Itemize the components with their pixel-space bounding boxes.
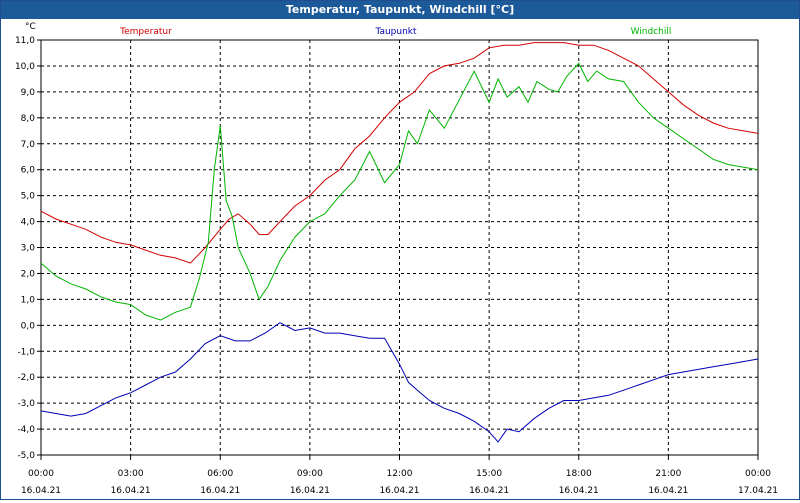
y-tick-label: -3,0 [17,399,35,409]
x-tick-date-label: 16.04.21 [469,486,509,496]
x-tick-date-label: 16.04.21 [559,486,599,496]
series-line-temperatur [40,42,759,264]
x-tick-time-label: 18:00 [566,469,592,479]
y-tick-label: 1,0 [21,295,36,305]
x-tick-date-label: 16.04.21 [379,486,419,496]
legend-item-temperatur: Temperatur [119,27,172,37]
y-tick-label: -4,0 [17,425,35,435]
chart-svg: °C 11,0 10,0 9,0 8,0 7,0 6,0 5,0 4,0 3,0 2,0 1,0 0,0… [15,22,778,496]
y-tick-label: -2,0 [17,373,35,383]
x-tick-time-label: 00:00 [28,469,54,479]
x-tick-date-label: 17.04.21 [738,486,778,496]
y-tick-label: -1,0 [17,347,35,357]
y-tick-label: 7,0 [21,140,36,150]
y-tick-label: 5,0 [21,192,36,202]
series-line-windchill [40,62,759,321]
x-tick-date-label: 16.04.21 [21,486,61,496]
y-tick-label: 3,0 [21,244,36,254]
x-tick-time-label: 15:00 [476,469,502,479]
series-layer [40,42,759,443]
x-tick-date-label: 16.04.21 [290,486,330,496]
y-tick-label: 4,0 [21,218,36,228]
y-tick-label: 9,0 [21,88,36,98]
x-tick-time-label: 03:00 [118,469,144,479]
x-tick-time-label: 21:00 [655,469,681,479]
window-title: Temperatur, Taupunkt, Windchill [°C] [1,1,799,19]
y-tick-label: 0,0 [21,321,36,331]
x-tick-date-label: 16.04.21 [648,486,688,496]
legend-item-windchill: Windchill [631,27,672,37]
plot-area: °C 11,0 10,0 9,0 8,0 7,0 6,0 5,0 4,0 3,0 2,0 1,0 0,0… [1,19,799,499]
y-tick-label: -5,0 [17,451,35,461]
x-tick-time-label: 09:00 [297,469,323,479]
y-tick-label: 10,0 [15,62,35,72]
x-tick-time-label: 00:00 [745,469,771,479]
y-tick-label: 2,0 [21,269,36,279]
axis-layer: °C 11,0 10,0 9,0 8,0 7,0 6,0 5,0 4,0 3,0 2,0 1,0 0,0… [15,22,778,496]
y-tick-label: 11,0 [15,36,35,46]
legend-layer: Temperatur Taupunkt Windchill [119,27,671,37]
legend-item-taupunkt: Taupunkt [374,27,417,37]
series-line-taupunkt [40,322,759,443]
x-tick-time-label: 12:00 [387,469,413,479]
y-tick-label: 8,0 [21,114,36,124]
x-tick-time-label: 06:00 [207,469,233,479]
x-tick-date-label: 16.04.21 [111,486,151,496]
x-tick-date-label: 16.04.21 [200,486,240,496]
y-tick-label: 6,0 [21,166,36,176]
y-axis-unit-label: °C [25,22,36,32]
